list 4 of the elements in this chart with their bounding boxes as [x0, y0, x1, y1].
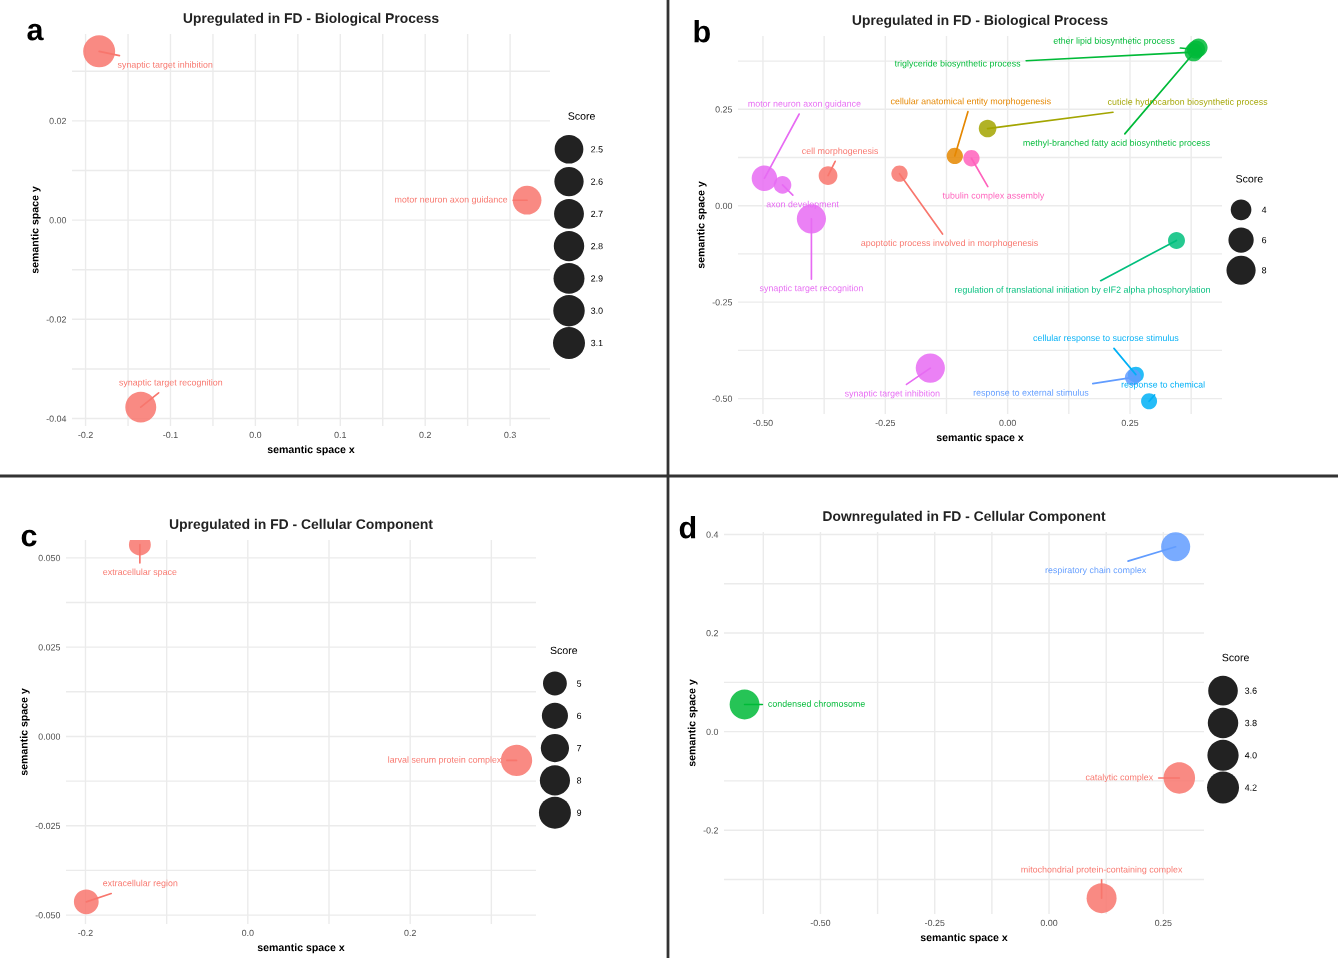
text: d — [679, 516, 696, 539]
text: b — [694, 20, 710, 43]
text: c — [21, 529, 37, 547]
text: a — [27, 23, 44, 41]
